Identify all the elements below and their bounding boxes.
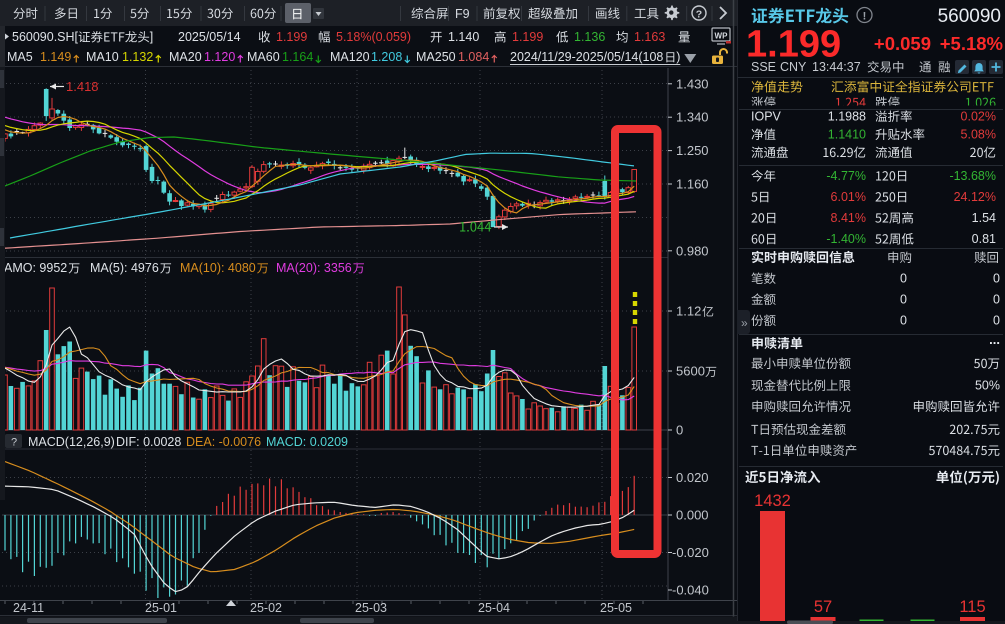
svg-text:]: ]: [150, 30, 153, 44]
svg-text:1.149: 1.149: [40, 50, 71, 64]
svg-text:1.199: 1.199: [746, 24, 841, 66]
svg-text:SSE: SSE: [751, 60, 776, 74]
svg-text:50%: 50%: [975, 379, 1000, 393]
svg-text:0.980: 0.980: [676, 243, 709, 258]
svg-text:0.02%: 0.02%: [961, 110, 996, 124]
svg-text:25-05: 25-05: [600, 601, 632, 615]
svg-text:MA60: MA60: [247, 50, 280, 64]
svg-text:MA20: MA20: [169, 50, 202, 64]
svg-text:1.208: 1.208: [371, 50, 402, 64]
svg-text:+5.18%: +5.18%: [940, 33, 1003, 54]
svg-text:?: ?: [696, 9, 702, 21]
svg-text:0: 0: [900, 314, 907, 328]
svg-text:1.132: 1.132: [122, 50, 153, 64]
svg-text:24.12%: 24.12%: [954, 190, 996, 204]
svg-text:MA250: MA250: [416, 50, 456, 64]
svg-text:0: 0: [993, 293, 1000, 307]
svg-text:1.250: 1.250: [676, 143, 709, 158]
svg-text:MA10: MA10: [86, 50, 119, 64]
svg-text:25-02: 25-02: [250, 601, 282, 615]
svg-text:+0.059: +0.059: [874, 33, 931, 54]
svg-text:-1.40%: -1.40%: [826, 232, 866, 246]
svg-text:MA(5): 4976: MA(5): 4976: [90, 261, 159, 275]
svg-text:-13.68%: -13.68%: [949, 169, 996, 183]
svg-text:!: !: [863, 11, 867, 23]
svg-text:1.1410: 1.1410: [828, 128, 866, 142]
svg-text:25-04: 25-04: [478, 601, 510, 615]
svg-text:6.01%: 6.01%: [831, 190, 866, 204]
svg-text:-0.040: -0.040: [672, 583, 709, 598]
svg-text:1.160: 1.160: [676, 177, 709, 192]
svg-text:IOPV: IOPV: [751, 110, 782, 124]
svg-text:»: »: [741, 316, 748, 330]
svg-text:115: 115: [959, 598, 985, 616]
svg-text:560090: 560090: [938, 6, 1001, 27]
svg-text:1.340: 1.340: [676, 110, 709, 125]
svg-text:F9: F9: [455, 7, 470, 21]
svg-text:0: 0: [900, 293, 907, 307]
svg-text:2025/05/14: 2025/05/14: [178, 30, 241, 44]
svg-text:25-01: 25-01: [145, 601, 177, 615]
svg-text:1432: 1432: [754, 492, 791, 510]
svg-text:1.430: 1.430: [676, 76, 709, 91]
svg-text:1.163: 1.163: [634, 30, 665, 44]
svg-text:MA120: MA120: [330, 50, 370, 64]
svg-text:0: 0: [900, 272, 907, 286]
svg-text:DIF: 0.0028: DIF: 0.0028: [116, 435, 181, 449]
svg-text:5.08%: 5.08%: [961, 128, 996, 142]
svg-text:MA(10): 4080: MA(10): 4080: [180, 261, 256, 275]
svg-text:MACD: 0.0209: MACD: 0.0209: [266, 435, 348, 449]
svg-text:1.54: 1.54: [972, 211, 996, 225]
svg-text:): ): [676, 50, 680, 64]
svg-text:1.120: 1.120: [204, 50, 235, 64]
svg-text:1.418: 1.418: [66, 79, 99, 94]
svg-text:1.136: 1.136: [574, 30, 605, 44]
svg-text:-0.020: -0.020: [672, 545, 709, 560]
svg-text:MA5: MA5: [7, 50, 33, 64]
svg-text:0: 0: [993, 272, 1000, 286]
svg-text:DEA: -0.0076: DEA: -0.0076: [186, 435, 261, 449]
svg-text:1.12: 1.12: [676, 304, 701, 319]
svg-text:1.140: 1.140: [448, 30, 479, 44]
svg-text:1.084: 1.084: [458, 50, 489, 64]
svg-text:MACD(12,26,9): MACD(12,26,9): [28, 435, 115, 449]
svg-text:AMO: 9952: AMO: 9952: [4, 261, 67, 275]
svg-text:57: 57: [814, 598, 832, 616]
svg-text:...: ...: [989, 332, 1000, 347]
svg-text:24-11: 24-11: [13, 601, 44, 615]
svg-text:8.41%: 8.41%: [831, 211, 866, 225]
svg-text:0: 0: [993, 314, 1000, 328]
svg-text:-4.77%: -4.77%: [826, 169, 866, 183]
svg-text:0: 0: [676, 423, 683, 438]
svg-text:WP: WP: [715, 32, 729, 41]
svg-text:CNY: CNY: [780, 60, 807, 74]
svg-text:MA(20): 3356: MA(20): 3356: [276, 261, 352, 275]
svg-text:0.000: 0.000: [676, 508, 709, 523]
svg-text:0.020: 0.020: [676, 470, 709, 485]
svg-text:0.81: 0.81: [972, 232, 996, 246]
svg-text:13:44:37: 13:44:37: [812, 60, 861, 74]
svg-text:5.18%(0.059): 5.18%(0.059): [336, 30, 411, 44]
svg-text:560090.SH[: 560090.SH[: [12, 30, 79, 44]
svg-text:2024/11/29-2025/05/14(108: 2024/11/29-2025/05/14(108: [510, 50, 663, 64]
svg-text:1.199: 1.199: [276, 30, 307, 44]
svg-text:1.1988: 1.1988: [828, 110, 866, 124]
svg-text:1.164: 1.164: [282, 50, 313, 64]
svg-text:1.199: 1.199: [512, 30, 543, 44]
svg-text:?: ?: [11, 437, 17, 449]
svg-text:5600: 5600: [676, 364, 705, 379]
svg-text:25-03: 25-03: [355, 601, 387, 615]
